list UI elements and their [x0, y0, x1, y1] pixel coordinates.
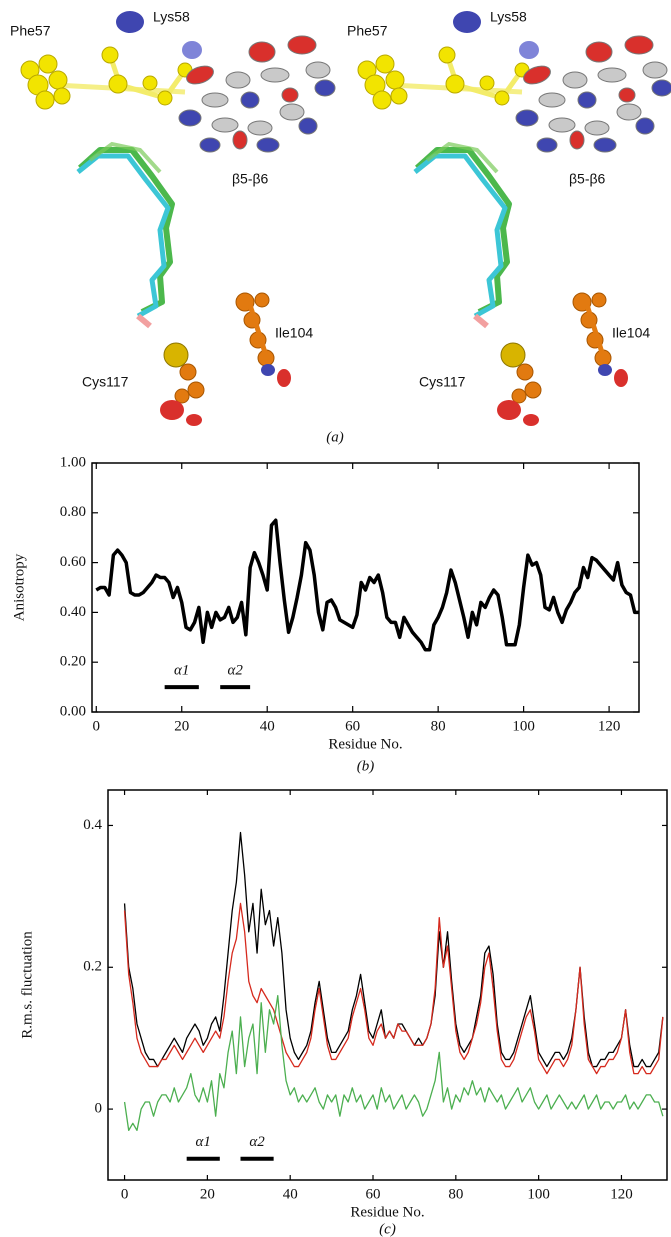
helix-label: α2 [227, 663, 243, 679]
helix-label: α2 [249, 1134, 265, 1150]
x-tick-label: 120 [598, 718, 621, 734]
x-tick-label: 0 [121, 1186, 129, 1202]
plot-frame [107, 789, 668, 1181]
residue-label: Lys58 [490, 9, 527, 25]
x-tick-label: 80 [448, 1186, 463, 1202]
y-tick-label: 0 [95, 1101, 103, 1117]
x-tick-label: 60 [345, 718, 360, 734]
residue-label: Cys117 [419, 374, 466, 390]
data-line [95, 518, 639, 652]
x-tick-label: 20 [200, 1186, 215, 1202]
y-tick-label: 0.2 [83, 959, 102, 975]
y-tick-label: 1.00 [60, 454, 86, 470]
data-line [123, 831, 664, 1068]
y-tick-label: 0.20 [60, 654, 86, 670]
x-axis-title: Residue No. [328, 736, 402, 752]
panel-caption: (b) [357, 758, 375, 774]
helix-label: α1 [196, 1134, 211, 1150]
x-tick-label: 80 [431, 718, 446, 734]
y-tick-label: 0.4 [83, 817, 102, 833]
plot-frame [91, 462, 640, 713]
x-tick-label: 60 [366, 1186, 381, 1202]
residue-label: Cys117 [82, 374, 129, 390]
x-tick-label: 0 [93, 718, 101, 734]
residue-label: β5-β6 [232, 171, 269, 187]
x-tick-label: 100 [527, 1186, 550, 1202]
x-tick-label: 40 [283, 1186, 298, 1202]
residue-label: Phe57 [10, 23, 51, 39]
y-axis-title: R.m.s. fluctuation [19, 931, 35, 1039]
y-tick-label: 0.40 [60, 604, 86, 620]
x-tick-label: 40 [260, 718, 275, 734]
y-tick-label: 0.60 [60, 554, 86, 570]
data-line [123, 902, 664, 1075]
residue-label: Ile104 [275, 325, 313, 341]
panel-caption: (a) [326, 429, 344, 445]
molecule-right [358, 11, 671, 426]
panel-caption: (c) [379, 1221, 396, 1237]
data-line [123, 994, 664, 1132]
x-tick-label: 20 [174, 718, 189, 734]
x-tick-label: 100 [512, 718, 535, 734]
residue-label: Ile104 [612, 325, 650, 341]
y-tick-label: 0.00 [60, 703, 86, 719]
residue-label: Lys58 [153, 9, 190, 25]
helix-label: α1 [174, 663, 189, 679]
residue-label: β5-β6 [569, 171, 606, 187]
x-tick-label: 120 [610, 1186, 633, 1202]
molecule-left [21, 11, 335, 426]
y-tick-label: 0.80 [60, 504, 86, 520]
y-axis-title: Anisotropy [11, 553, 27, 621]
residue-label: Phe57 [347, 23, 388, 39]
x-axis-title: Residue No. [350, 1204, 424, 1220]
